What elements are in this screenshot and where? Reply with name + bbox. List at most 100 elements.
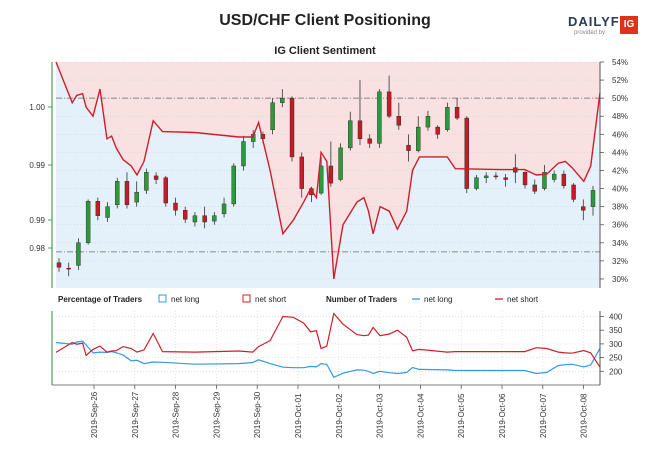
x-tick-label: 2019-Oct-01 bbox=[294, 393, 303, 438]
candle bbox=[493, 175, 499, 178]
candle bbox=[386, 91, 392, 117]
x-tick-label: 2019-Oct-08 bbox=[580, 393, 589, 438]
x-tick-label: 2019-Sep-26 bbox=[90, 391, 99, 438]
net-long-count-line bbox=[55, 340, 601, 379]
count-tick-label: 250 bbox=[609, 354, 623, 363]
candle bbox=[231, 165, 236, 205]
net-long-area bbox=[56, 62, 600, 288]
candle bbox=[551, 173, 557, 180]
candle bbox=[241, 141, 246, 167]
right-tick-label: 52% bbox=[612, 76, 628, 85]
candle bbox=[406, 144, 411, 151]
x-tick-label: 2019-Sep-28 bbox=[172, 391, 181, 438]
x-tick-label: 2019-Sep-29 bbox=[212, 391, 221, 438]
count-tick-label: 200 bbox=[609, 367, 623, 376]
candle bbox=[561, 173, 567, 187]
legend-number-title: Number of Traders bbox=[326, 295, 398, 304]
legend-pct-short-swatch bbox=[242, 294, 251, 303]
candle bbox=[299, 156, 304, 189]
right-tick-label: 30% bbox=[612, 275, 628, 284]
count-tick-label: 300 bbox=[609, 340, 623, 349]
net-short-count-line bbox=[55, 312, 601, 368]
candle bbox=[503, 177, 508, 180]
net-long-percent-line bbox=[55, 61, 601, 280]
candle bbox=[163, 177, 169, 204]
x-tick-label: 2019-Oct-03 bbox=[376, 393, 385, 438]
x-tick-label: 2019-Oct-02 bbox=[335, 393, 344, 438]
candle bbox=[105, 206, 110, 218]
right-tick-label: 32% bbox=[612, 257, 628, 266]
candle bbox=[571, 184, 576, 200]
legend-pct-short-label: net short bbox=[255, 295, 287, 304]
candle bbox=[289, 97, 295, 158]
right-tick-label: 44% bbox=[612, 148, 628, 157]
candle bbox=[338, 147, 343, 180]
ig-logo-icon: IG bbox=[620, 16, 638, 34]
candle bbox=[454, 106, 460, 119]
left-tick-label: 0.99 bbox=[29, 216, 45, 225]
x-tick-label: 2019-Oct-04 bbox=[416, 393, 425, 438]
x-tick-label: 2019-Sep-27 bbox=[131, 391, 140, 438]
candle bbox=[56, 262, 62, 268]
candle bbox=[66, 267, 71, 270]
count-tick-label: 350 bbox=[609, 326, 623, 335]
candle bbox=[542, 172, 547, 189]
candle bbox=[581, 206, 586, 211]
candle bbox=[474, 177, 479, 189]
candle bbox=[416, 126, 421, 151]
count-tick-label: 400 bbox=[609, 312, 623, 321]
candle bbox=[183, 210, 188, 220]
candle bbox=[590, 190, 596, 207]
right-tick-label: 54% bbox=[612, 58, 628, 67]
candle bbox=[95, 201, 101, 216]
candle bbox=[522, 172, 528, 186]
brand-tagline: provided by bbox=[574, 30, 606, 36]
candle bbox=[328, 165, 334, 184]
candle bbox=[153, 175, 159, 180]
candle bbox=[464, 117, 469, 189]
candle bbox=[212, 215, 217, 222]
candle bbox=[192, 215, 198, 223]
candle bbox=[396, 116, 402, 126]
left-tick-label: 0.98 bbox=[29, 244, 45, 253]
candle bbox=[85, 201, 91, 244]
x-tick-label: 2019-Oct-07 bbox=[539, 393, 548, 438]
legend-num-short-label: net short bbox=[507, 295, 539, 304]
candle bbox=[115, 181, 120, 206]
legend-num-long-label: net long bbox=[424, 295, 452, 304]
right-tick-label: 38% bbox=[612, 203, 628, 212]
candle bbox=[270, 102, 275, 131]
right-tick-label: 48% bbox=[612, 112, 628, 121]
brand-logo: DAILYFX provided by IG bbox=[568, 14, 638, 40]
candle bbox=[221, 203, 227, 215]
right-tick-label: 46% bbox=[612, 130, 628, 139]
right-tick-label: 50% bbox=[612, 94, 628, 103]
candle bbox=[532, 184, 537, 192]
candle bbox=[435, 126, 440, 135]
right-tick-label: 34% bbox=[612, 239, 628, 248]
legend-percentage-title: Percentage of Traders bbox=[58, 295, 143, 304]
candle bbox=[76, 242, 81, 266]
chart-subtitle: IG Client Sentiment bbox=[274, 45, 376, 57]
right-tick-label: 42% bbox=[612, 166, 628, 175]
candle bbox=[367, 138, 372, 144]
candle bbox=[280, 97, 285, 103]
x-tick-label: 2019-Oct-05 bbox=[457, 393, 466, 438]
right-tick-label: 36% bbox=[612, 221, 628, 230]
candle bbox=[348, 120, 353, 149]
right-tick-label: 40% bbox=[612, 185, 628, 194]
brand-wordmark: DAILYFX bbox=[568, 14, 630, 29]
candle bbox=[357, 120, 363, 140]
candle bbox=[445, 106, 450, 130]
candle bbox=[425, 116, 431, 128]
chart-title: USD/CHF Client Positioning bbox=[219, 12, 431, 29]
candle bbox=[124, 181, 130, 206]
candle bbox=[484, 175, 489, 178]
candle bbox=[377, 91, 382, 144]
candle bbox=[173, 202, 178, 211]
x-tick-label: 2019-Sep-30 bbox=[253, 391, 262, 438]
left-tick-label: 0.99 bbox=[29, 161, 45, 170]
candle bbox=[202, 215, 207, 223]
candle bbox=[318, 165, 324, 194]
